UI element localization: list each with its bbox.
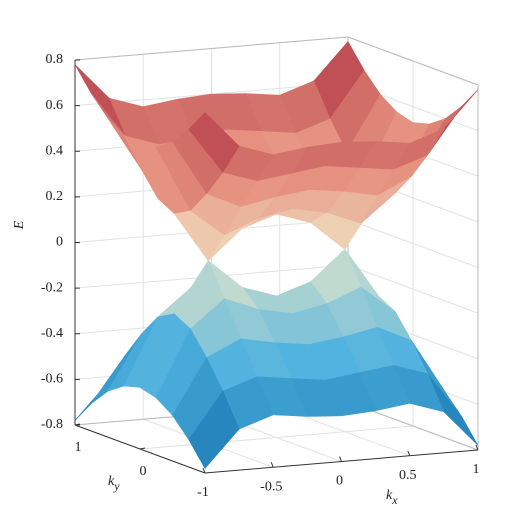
z-tick-label: 0.6 [46, 98, 64, 113]
z-tick-label: -0.8 [41, 417, 63, 432]
z-axis-label: E [12, 220, 27, 230]
z-tick-label: 0.8 [46, 52, 64, 67]
z-tick-label: -0.6 [41, 372, 63, 387]
x-tick [270, 462, 274, 468]
x-tick [407, 450, 411, 456]
y-tick-label: 1 [75, 440, 82, 455]
axes: -0.8 -0.6 -0.4 -0.2 0 0.2 0.4 0.6 0.8 -1 -0.5 0 0.5 1… [41, 52, 480, 500]
x-tick-label: -0.5 [260, 479, 282, 494]
grid-line [139, 425, 414, 450]
y-label-sub: y [113, 479, 120, 493]
surfaces [74, 41, 479, 469]
x-tick-label: -1 [197, 485, 209, 500]
z-tick-label: -0.4 [41, 326, 63, 341]
box-edge [347, 36, 479, 86]
x-tick-label: 0 [336, 474, 343, 489]
y-label-base: k [108, 474, 115, 489]
x-tick [339, 456, 342, 462]
x-label-sub: x [391, 493, 398, 507]
z-tick-label: 0.4 [46, 143, 64, 158]
y-tick [74, 423, 81, 426]
surface-patch [188, 390, 240, 469]
x-axis-label: kx [386, 488, 398, 507]
surface-patch [188, 112, 240, 173]
y-tick-label: 0 [140, 464, 147, 479]
box-edge [74, 36, 349, 61]
x-tick [475, 444, 479, 451]
y-axis-label: ky [108, 474, 120, 493]
x-label-base: k [386, 488, 393, 503]
z-tick-label: 0 [56, 235, 63, 250]
z-tick-label: -0.2 [41, 280, 63, 295]
x-tick-label: 0.5 [399, 468, 417, 483]
y-tick [139, 447, 146, 450]
z-tick-label: 0.2 [46, 189, 64, 204]
x-tick [202, 467, 206, 474]
x-tick-label: 1 [473, 462, 480, 477]
